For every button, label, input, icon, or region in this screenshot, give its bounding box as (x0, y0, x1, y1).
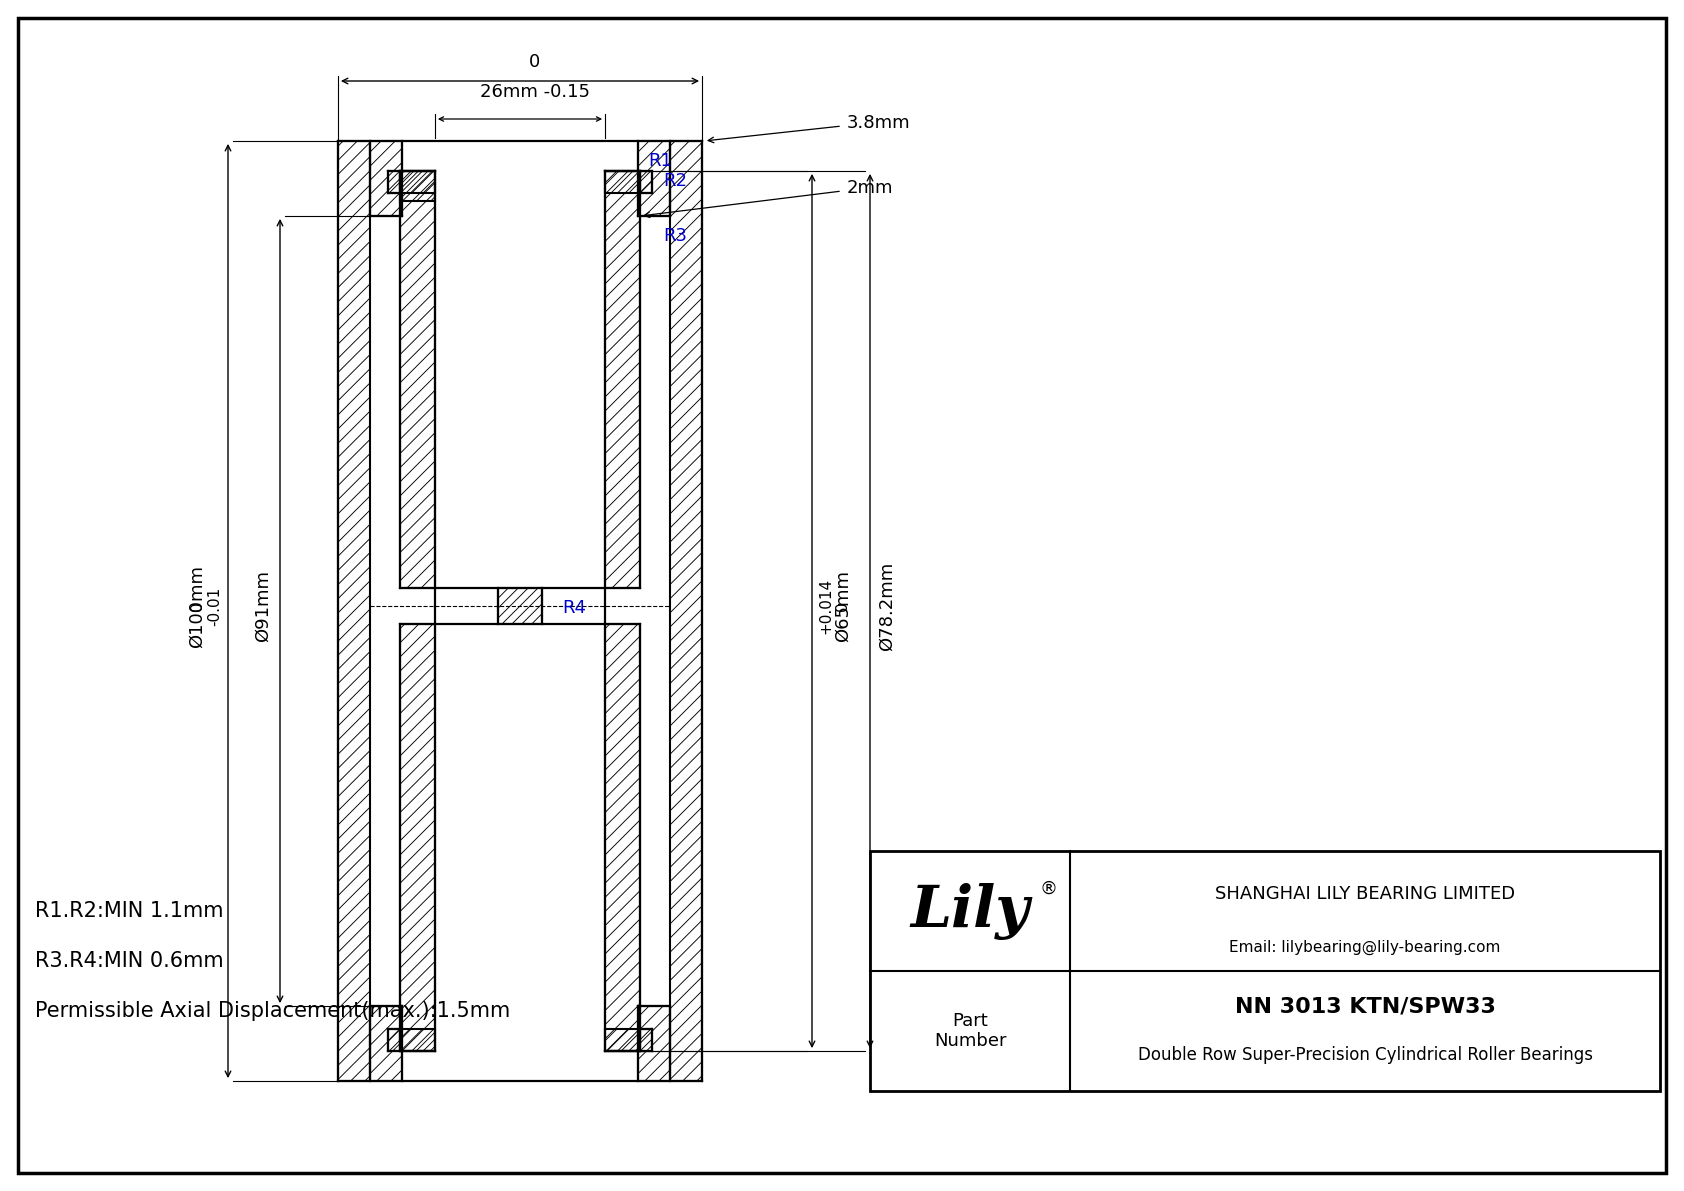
Text: R1.R2:MIN 1.1mm: R1.R2:MIN 1.1mm (35, 902, 224, 921)
Bar (871, 852, 1660, 1091)
Text: R3.R4:MIN 0.6mm: R3.R4:MIN 0.6mm (35, 950, 224, 971)
Text: R3: R3 (663, 227, 687, 245)
Text: NN 3013 KTN/SPW33: NN 3013 KTN/SPW33 (1234, 997, 1495, 1017)
Text: SHANGHAI LILY BEARING LIMITED: SHANGHAI LILY BEARING LIMITED (1214, 885, 1516, 903)
Text: R4: R4 (562, 599, 586, 617)
Text: Ø91mm: Ø91mm (254, 570, 273, 642)
Text: Permissible Axial Displacement(max.):1.5mm: Permissible Axial Displacement(max.):1.5… (35, 1000, 510, 1021)
Text: 3.8mm: 3.8mm (847, 114, 911, 132)
Text: +0.014
0: +0.014 0 (818, 578, 850, 634)
Text: Double Row Super-Precision Cylindrical Roller Bearings: Double Row Super-Precision Cylindrical R… (1137, 1046, 1593, 1064)
Text: R1: R1 (648, 152, 672, 170)
Text: ®: ® (1039, 880, 1058, 898)
Text: 0: 0 (529, 54, 541, 71)
Text: Ø100mm: Ø100mm (189, 565, 205, 648)
Text: Part
Number: Part Number (933, 1011, 1007, 1050)
Text: 0
-0.01: 0 -0.01 (190, 586, 222, 625)
Text: Ø65mm: Ø65mm (834, 570, 852, 642)
Text: 2mm: 2mm (847, 179, 894, 197)
Text: Ø78.2mm: Ø78.2mm (877, 561, 896, 650)
Text: Lily: Lily (911, 883, 1029, 940)
Text: Email: lilybearing@lily-bearing.com: Email: lilybearing@lily-bearing.com (1229, 940, 1500, 955)
Text: R2: R2 (663, 172, 687, 191)
Text: 26mm -0.15: 26mm -0.15 (480, 83, 589, 101)
